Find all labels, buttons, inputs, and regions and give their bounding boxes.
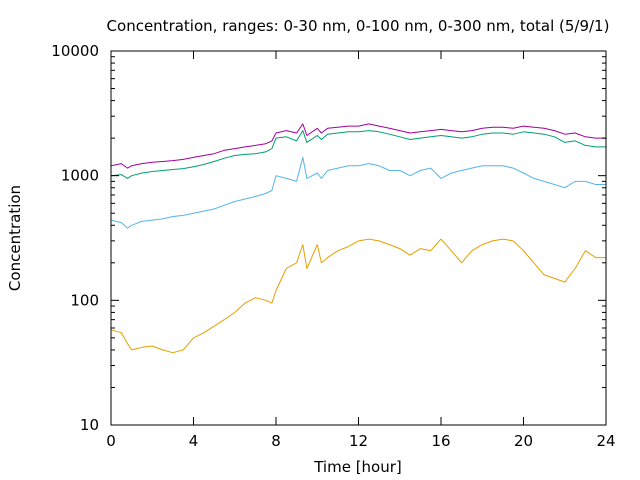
y-axis-label: Concentration	[6, 185, 24, 291]
series-layer	[110, 123, 606, 354]
x-tick-label: 24	[596, 432, 615, 450]
x-tick-label: 0	[106, 432, 116, 450]
chart-title: Concentration, ranges: 0-30 nm, 0-100 nm…	[107, 17, 610, 35]
x-axis-label: Time [hour]	[313, 458, 402, 476]
series-line-0-30nm	[110, 238, 606, 354]
y-tick-label: 10000	[51, 42, 99, 60]
plot-frame	[110, 50, 607, 426]
y-tick-label: 1000	[61, 167, 99, 185]
x-tick-label: 16	[431, 432, 450, 450]
series-line-0-100nm	[110, 156, 606, 229]
x-tick-label: 20	[514, 432, 533, 450]
x-tick-label: 4	[189, 432, 199, 450]
y-tick-label: 100	[70, 291, 99, 309]
x-tick-label: 8	[271, 432, 281, 450]
x-tick-label: 12	[349, 432, 368, 450]
series-line-total	[110, 123, 606, 169]
series-line-0-300nm	[110, 130, 606, 179]
y-tick-label: 10	[80, 416, 99, 434]
